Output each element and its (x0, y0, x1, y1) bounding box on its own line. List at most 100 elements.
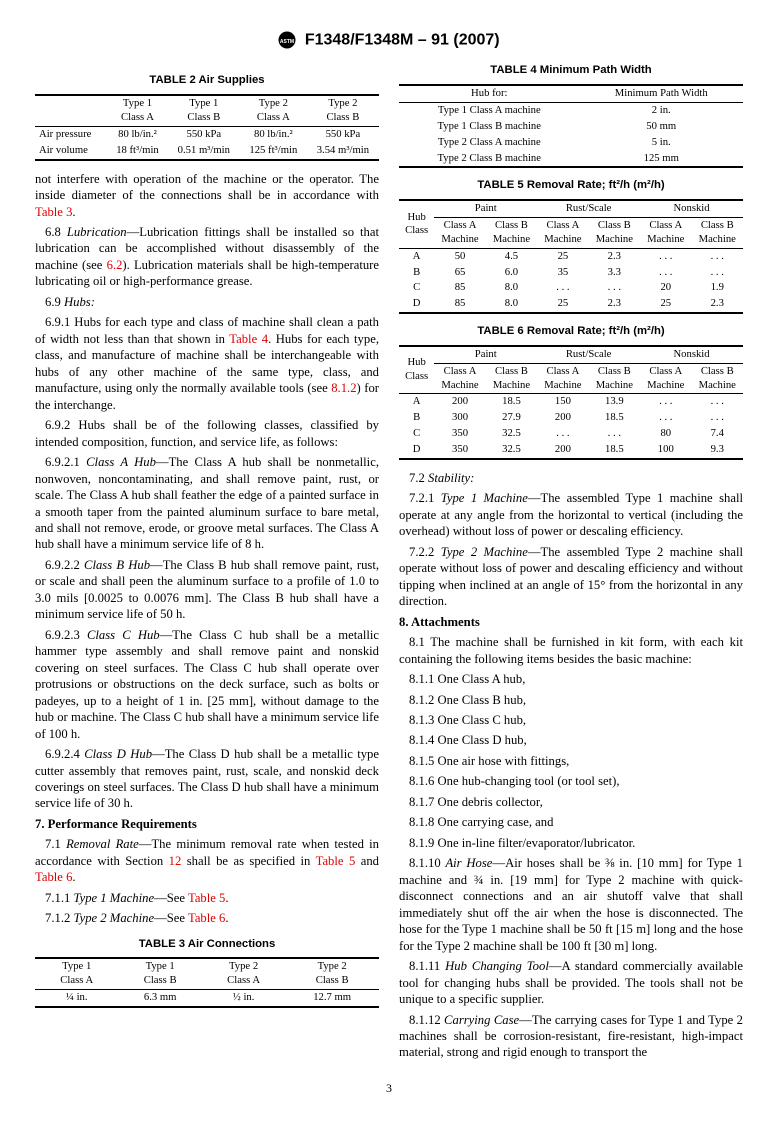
t4-r21: 5 in. (580, 135, 743, 151)
t2-r1c2: 0.51 m³/min (168, 143, 240, 160)
t3-h0: Type 1 Class A (35, 958, 118, 989)
ref-table5[interactable]: Table 5 (316, 854, 356, 868)
table6-block: TABLE 6 Removal Rate; ft²/h (m²/h) Hub C… (399, 324, 743, 460)
t4-r10: Type 1 Class B machine (399, 119, 580, 135)
t5-s1b: Class B Machine (589, 218, 640, 249)
t5-g0: Paint (434, 200, 537, 217)
t2-r0c3: 80 lb/in.² (240, 126, 307, 142)
para-711: 7.1.1 Type 1 Machine—See Table 5. (35, 890, 379, 906)
t4-h1: Hub for: (399, 85, 580, 102)
para-817: 8.1.7 One debris collector, (399, 794, 743, 810)
para-6921: 6.9.2.1 Class A Hub—The Class A hub shal… (35, 454, 379, 553)
table5-block: TABLE 5 Removal Rate; ft²/h (m²/h) Hub C… (399, 178, 743, 314)
section-7: 7. Performance Requirements (35, 816, 379, 832)
t2-h4: Type 2 Class B (307, 95, 379, 126)
table5-caption: TABLE 5 Removal Rate; ft²/h (m²/h) (399, 178, 743, 193)
ref-table6[interactable]: Table 6 (35, 870, 72, 884)
t4-r20: Type 2 Class A machine (399, 135, 580, 151)
ref-812[interactable]: 8.1.2 (331, 381, 356, 395)
t2-h3: Type 2 Class A (240, 95, 307, 126)
para-712: 7.1.2 Type 2 Machine—See Table 6. (35, 910, 379, 926)
para-8110: 8.1.10 Air Hose—Air hoses shall be ⅜ in.… (399, 855, 743, 954)
t2-r0c2: 550 kPa (168, 126, 240, 142)
t3-h1: Type 1 Class B (118, 958, 201, 989)
table5: Hub Class Paint Rust/Scale Nonskid Class… (399, 199, 743, 314)
table3: Type 1 Class A Type 1 Class B Type 2 Cla… (35, 957, 379, 1008)
t3-h2: Type 2 Class A (202, 958, 285, 989)
t3-h3: Type 2 Class B (285, 958, 379, 989)
t4-r31: 125 mm (580, 151, 743, 168)
t4-r01: 2 in. (580, 103, 743, 119)
t4-r00: Type 1 Class A machine (399, 103, 580, 119)
t2-h1: Type 1 Class A (107, 95, 168, 126)
para-8111: 8.1.11 Hub Changing Tool—A standard comm… (399, 958, 743, 1007)
t3-r1: 6.3 mm (118, 990, 201, 1007)
t2-r1c3: 125 ft³/min (240, 143, 307, 160)
para-81: 8.1 The machine shall be furnished in ki… (399, 634, 743, 667)
t6-g1: Rust/Scale (537, 346, 640, 363)
page-header: ASTM F1348/F1348M – 91 (2007) (35, 30, 743, 51)
designation: F1348/F1348M – 91 (2007) (305, 32, 500, 49)
t3-r3: 12.7 mm (285, 990, 379, 1007)
para-811: 8.1.1 One Class A hub, (399, 671, 743, 687)
t6-rh: Hub Class (399, 346, 434, 394)
table4-caption: TABLE 4 Minimum Path Width (399, 63, 743, 78)
page-number: 3 (35, 1081, 743, 1097)
t3-r0: ¼ in. (35, 990, 118, 1007)
ref-table6b[interactable]: Table 6 (188, 911, 225, 925)
table2: Type 1 Class A Type 1 Class B Type 2 Cla… (35, 94, 379, 160)
t4-r11: 50 mm (580, 119, 743, 135)
para-6924: 6.9.2.4 Class D Hub—The Class D hub shal… (35, 746, 379, 812)
para-connections: not interfere with operation of the mach… (35, 171, 379, 220)
t2-r0c1: 80 lb/in.² (107, 126, 168, 142)
table2-caption: TABLE 2 Air Supplies (35, 73, 379, 88)
para-721: 7.2.1 Type 1 Machine—The assembled Type … (399, 490, 743, 539)
ref-s12[interactable]: 12 (169, 854, 182, 868)
table6-caption: TABLE 6 Removal Rate; ft²/h (m²/h) (399, 324, 743, 339)
ref-table5b[interactable]: Table 5 (188, 891, 225, 905)
t4-h2: Minimum Path Width (580, 85, 743, 102)
para-814: 8.1.4 One Class D hub, (399, 732, 743, 748)
para-691: 6.9.1 Hubs for each type and class of ma… (35, 314, 379, 413)
para-68: 6.8 Lubrication—Lubrication fittings sha… (35, 224, 379, 290)
para-813: 8.1.3 One Class C hub, (399, 712, 743, 728)
t2-r0c4: 550 kPa (307, 126, 379, 142)
ref-62[interactable]: 6.2 (107, 258, 123, 272)
t5-s2b: Class B Machine (692, 218, 744, 249)
para-72: 7.2 Stability: (399, 470, 743, 486)
t5-g1: Rust/Scale (537, 200, 640, 217)
table4: Hub for: Minimum Path Width Type 1 Class… (399, 84, 743, 168)
para-816: 8.1.6 One hub-changing tool (or tool set… (399, 773, 743, 789)
para-6922: 6.9.2.2 Class B Hub—The Class B hub shal… (35, 557, 379, 623)
t5-s0b: Class B Machine (486, 218, 537, 249)
t6-g0: Paint (434, 346, 537, 363)
para-69: 6.9 Hubs: (35, 294, 379, 310)
t5-s1a: Class A Machine (537, 218, 588, 249)
para-819: 8.1.9 One in-line filter/evaporator/lubr… (399, 835, 743, 851)
t2-r1c4: 3.54 m³/min (307, 143, 379, 160)
para-8112: 8.1.12 Carrying Case—The carrying cases … (399, 1012, 743, 1061)
table2-block: TABLE 2 Air Supplies Type 1 Class A Type… (35, 73, 379, 160)
para-692: 6.9.2 Hubs shall be of the following cla… (35, 417, 379, 450)
table3-caption: TABLE 3 Air Connections (35, 937, 379, 952)
t2-r0c0: Air pressure (35, 126, 107, 142)
para-71: 7.1 Removal Rate—The minimum removal rat… (35, 836, 379, 885)
t5-s0a: Class A Machine (434, 218, 485, 249)
t6-g2: Nonskid (640, 346, 743, 363)
svg-text:ASTM: ASTM (280, 39, 294, 45)
t2-r1c0: Air volume (35, 143, 107, 160)
ref-table4[interactable]: Table 4 (229, 332, 268, 346)
t2-h2: Type 1 Class B (168, 95, 240, 126)
table4-block: TABLE 4 Minimum Path Width Hub for: Mini… (399, 63, 743, 168)
t5-s2a: Class A Machine (640, 218, 691, 249)
para-812: 8.1.2 One Class B hub, (399, 692, 743, 708)
t5-rh: Hub Class (399, 200, 434, 248)
t4-r30: Type 2 Class B machine (399, 151, 580, 168)
table3-block: TABLE 3 Air Connections Type 1 Class A T… (35, 937, 379, 1008)
para-815: 8.1.5 One air hose with fittings, (399, 753, 743, 769)
section-8: 8. Attachments (399, 614, 743, 630)
astm-logo: ASTM (278, 30, 300, 51)
para-818: 8.1.8 One carrying case, and (399, 814, 743, 830)
ref-table3[interactable]: Table 3 (35, 205, 72, 219)
t5-g2: Nonskid (640, 200, 743, 217)
